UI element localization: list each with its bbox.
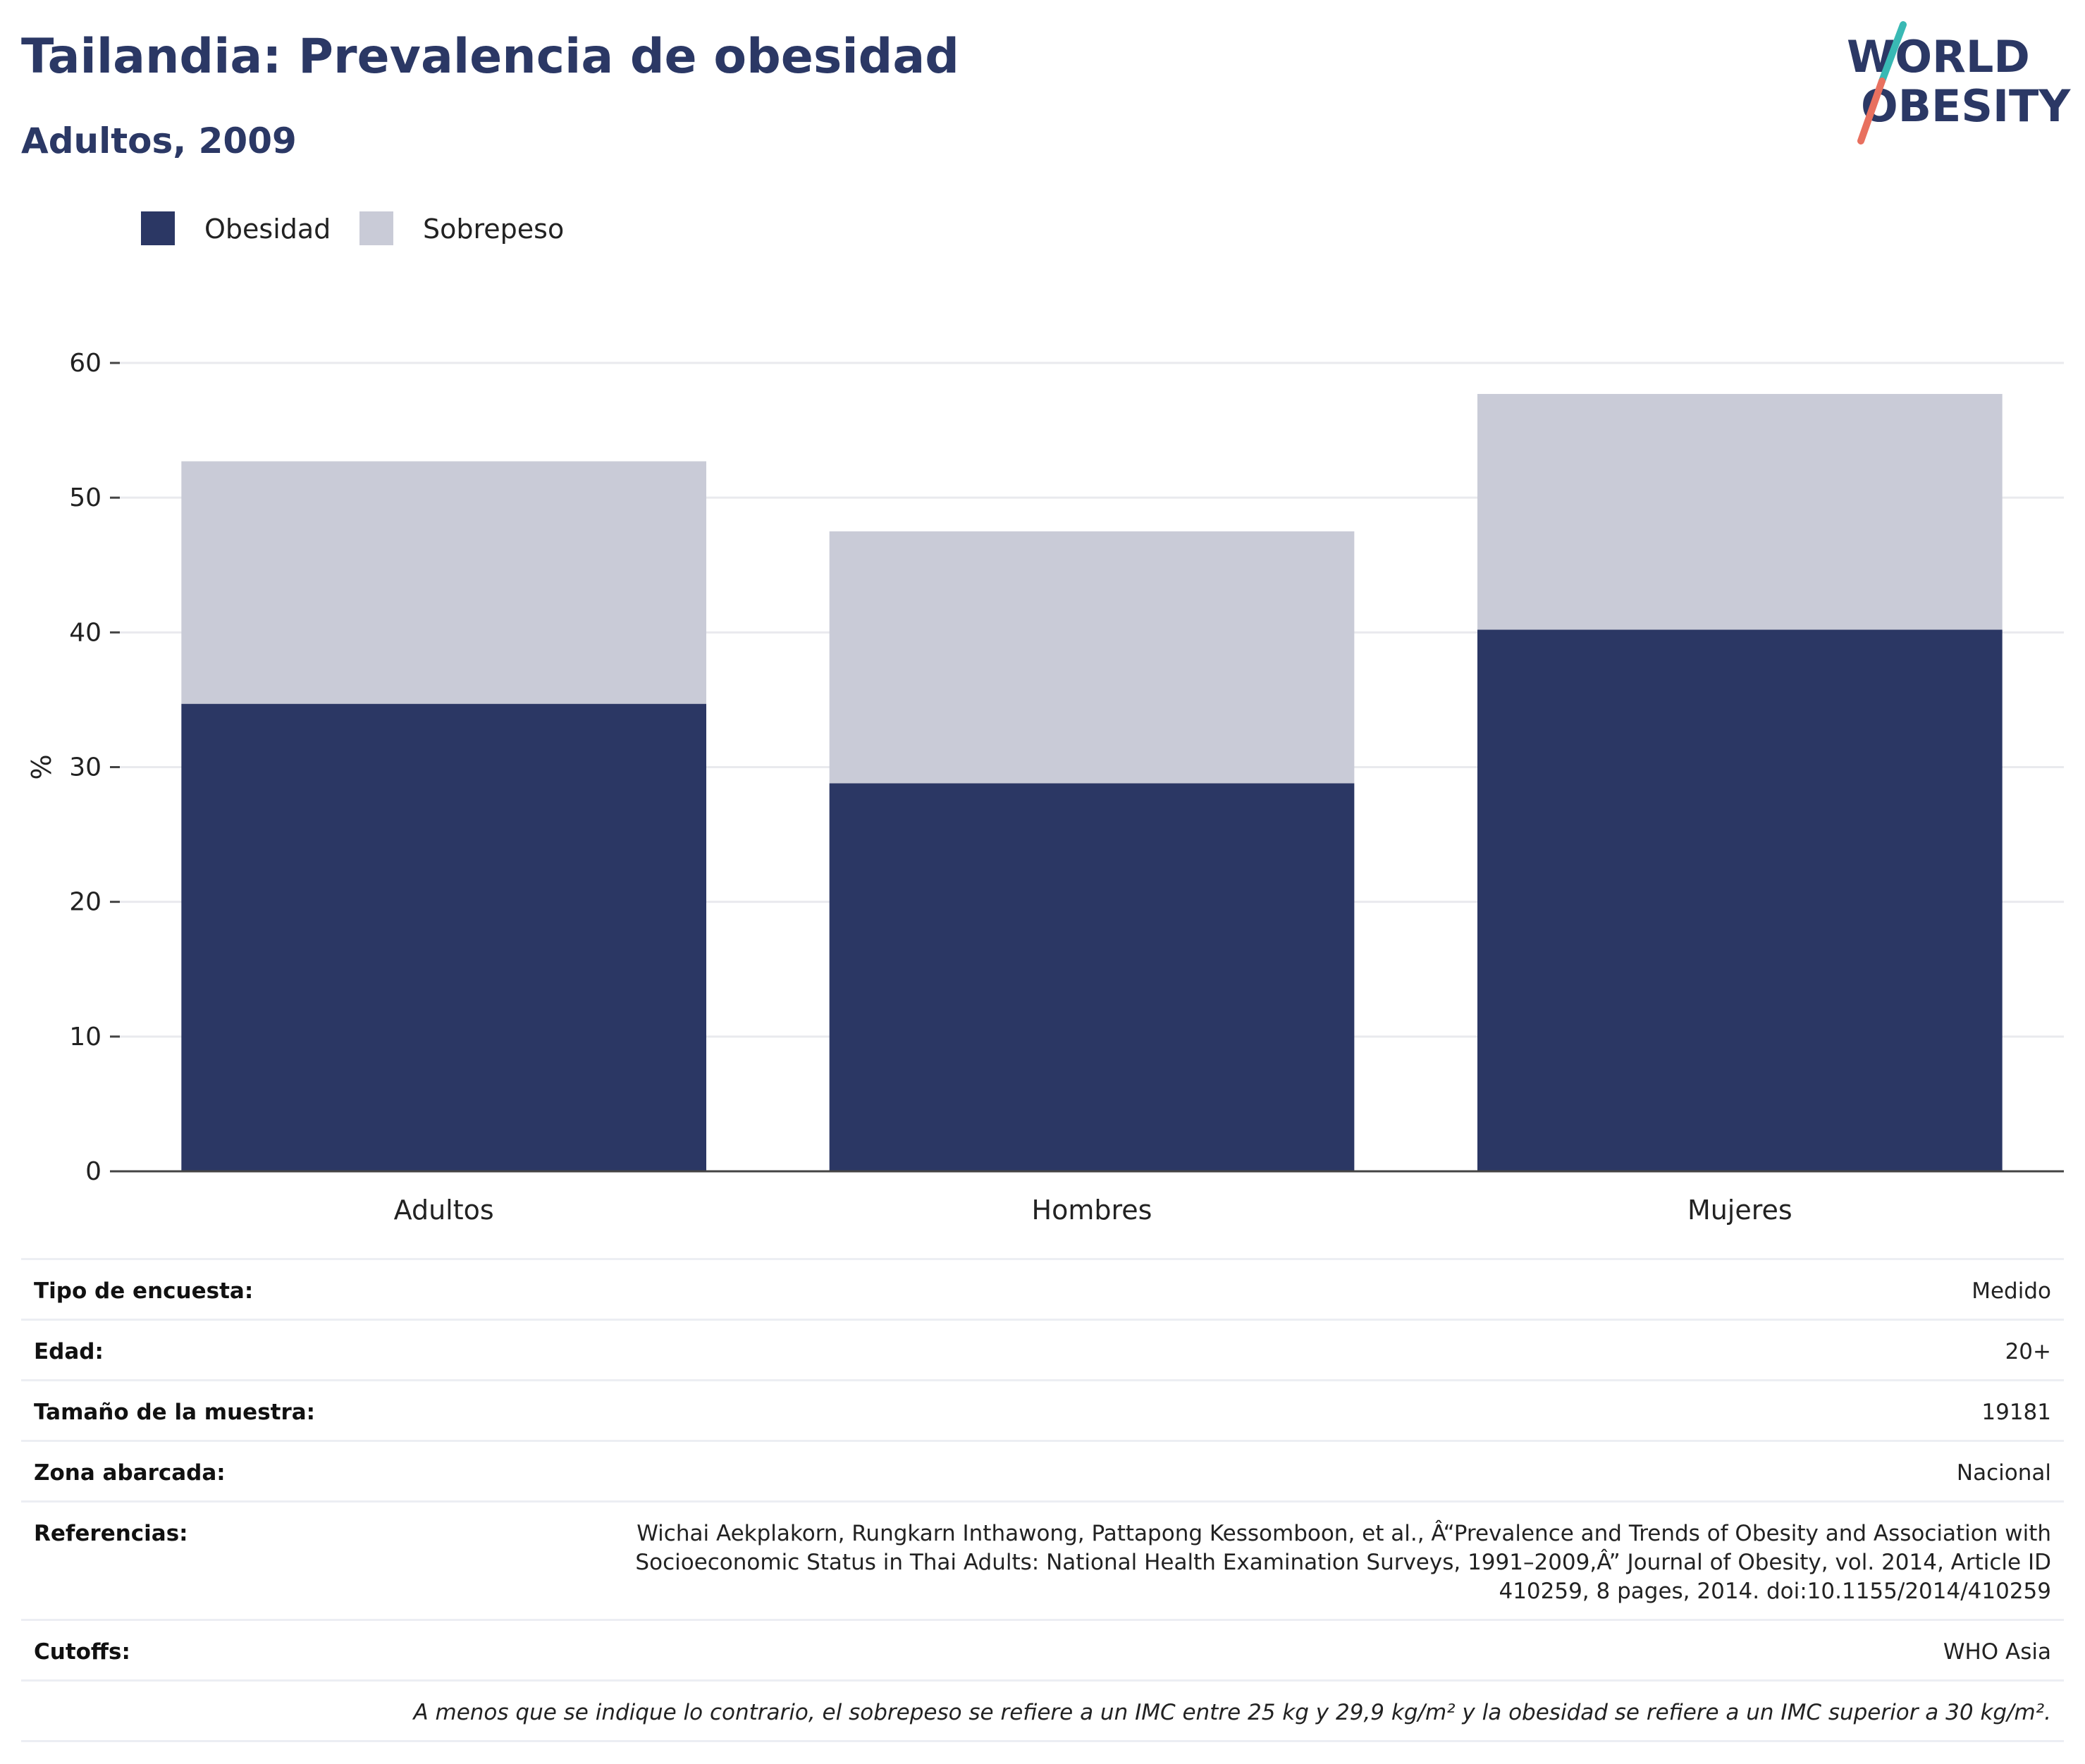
logo-text-obesity: OBESITY — [1861, 80, 2071, 132]
x-tick-label: Hombres — [1032, 1195, 1152, 1226]
bar-chart: 0 10 20 30 40 50 60% Adultos Hombres Mujeres — [26, 349, 2064, 1226]
y-tick-label: 50 — [69, 483, 102, 512]
info-value: 19181 — [1981, 1400, 2051, 1425]
bar-obesidad-adultos — [181, 703, 706, 1171]
bar-sobrepeso-hombres — [829, 531, 1355, 784]
info-label: Tamaño de la muestra: — [34, 1400, 316, 1425]
legend-swatch-sobrepeso — [359, 211, 393, 245]
x-tick-label: Adultos — [394, 1195, 494, 1226]
x-tick-label: Mujeres — [1687, 1195, 1792, 1226]
y-tick-label: 40 — [69, 618, 102, 647]
y-tick-label: 10 — [69, 1023, 102, 1051]
y-tick-label: 20 — [69, 888, 102, 917]
chart-title: Tailandia: Prevalencia de obesidad — [21, 29, 959, 85]
bmi-definition-note: A menos que se indique lo contrario, el … — [413, 1700, 2051, 1725]
logo-text-world: WORLD — [1847, 31, 2030, 82]
info-value: Nacional — [1956, 1460, 2051, 1486]
info-label: Referencias: — [34, 1521, 188, 1546]
legend-swatch-obesidad — [141, 211, 175, 245]
info-row-age: Edad: 20+ — [21, 1321, 2064, 1381]
info-label: Tipo de encuesta: — [34, 1278, 254, 1304]
y-tick-label: 0 — [85, 1157, 102, 1186]
y-tick-label: 30 — [69, 753, 102, 782]
chart-subtitle: Adultos, 2009 — [21, 121, 297, 161]
info-row-references: Referencias: Wichai Aekplakorn, Rungkarn… — [21, 1503, 2064, 1621]
bar-sobrepeso-adultos — [181, 461, 706, 704]
logo-slash-bottom — [1857, 78, 1886, 144]
info-label: Cutoffs: — [34, 1639, 130, 1665]
info-label: Zona abarcada: — [34, 1460, 226, 1486]
bar-obesidad-mujeres — [1477, 629, 2003, 1171]
info-row-cutoffs: Cutoffs: WHO Asia — [21, 1621, 2064, 1682]
info-value: WHO Asia — [1943, 1639, 2051, 1665]
logo-slash-top — [1878, 21, 1907, 85]
legend-label-obesidad: Obesidad — [204, 214, 331, 245]
info-value: Medido — [1972, 1278, 2051, 1304]
info-row-area: Zona abarcada: Nacional — [21, 1442, 2064, 1503]
info-value-reference: Wichai Aekplakorn, Rungkarn Inthawong, P… — [635, 1521, 2051, 1604]
info-note-row: A menos que se indique lo contrario, el … — [21, 1682, 2064, 1742]
bar-sobrepeso-mujeres — [1477, 393, 2003, 630]
info-row-sample-size: Tamaño de la muestra: 19181 — [21, 1381, 2064, 1442]
bar-obesidad-hombres — [829, 783, 1355, 1171]
world-obesity-logo: WORLD OBESITY — [1847, 21, 2071, 144]
y-tick-label: 60 — [69, 349, 102, 378]
survey-info-table: Tipo de encuesta: Medido Edad: 20+ Tamañ… — [21, 1258, 2064, 1742]
y-axis-label: % — [26, 754, 57, 779]
info-label: Edad: — [34, 1339, 104, 1364]
info-row-survey-type: Tipo de encuesta: Medido — [21, 1260, 2064, 1321]
info-value: 20+ — [2005, 1339, 2051, 1364]
legend-label-sobrepeso: Sobrepeso — [423, 214, 565, 245]
